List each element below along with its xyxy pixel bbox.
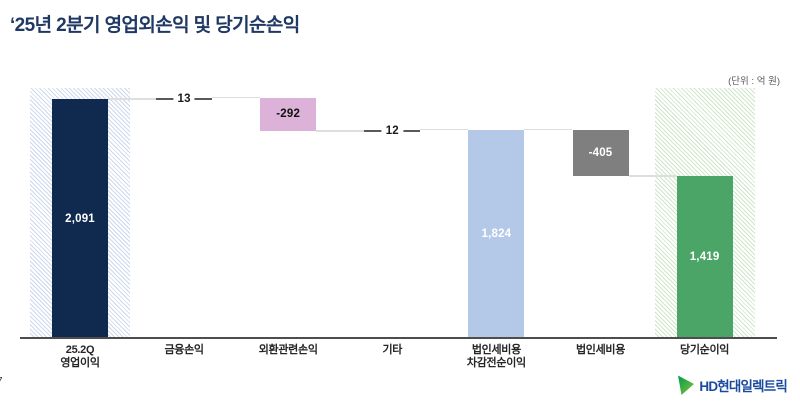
page-title: ‘25년 2분기 영업외손익 및 당기순손익 [10,15,300,36]
connector-line [420,128,469,131]
connector-line [108,98,157,100]
bar-value-label: 2,091 [65,212,95,225]
bar-value-label: -292 [276,108,301,121]
connector-line [628,175,677,177]
connector-line [212,96,261,99]
company-logo-text: HD현대일렉트릭 [699,379,787,394]
bar-value-label: 12 [381,124,403,137]
net-income-bar [676,175,733,338]
operating-profit-bar [52,99,108,338]
hd-hyundai-arrow-icon [678,375,695,395]
category-label: 기타 [382,344,403,356]
category-label: 금융손익 [164,344,204,356]
category-label: 당기순이익 [680,344,730,356]
fx-income-bar [260,97,317,131]
bar-value-label: -405 [588,146,613,159]
tax-expense-bar [572,129,629,176]
connector-line [316,130,365,132]
category-label: 법인세비용 [575,344,626,356]
bar-value-label: 1,824 [481,227,512,240]
category-label: 외환관련손익 [258,344,318,356]
connector-line [524,128,573,131]
x-axis-line [20,337,777,339]
page-number: 7 [0,376,3,387]
unit-label: (단위 : 억 원) [728,76,780,87]
bar-value-label: 13 [173,92,195,105]
company-logo: HD현대일렉트릭 [677,374,788,396]
bar-value-label: 1,419 [689,250,720,263]
pretax-income-bar [468,129,525,338]
category-label: 25.2Q 영업이익 [60,344,100,369]
category-label: 법인세비용 차감전순이익 [466,344,526,369]
